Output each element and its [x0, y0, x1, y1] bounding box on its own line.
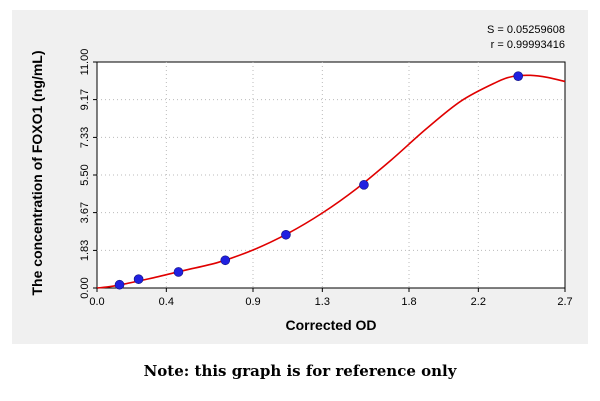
point-layer — [114, 71, 524, 290]
y-axis-ticks: 0.00 1.83 3.67 5.50 7.33 9.17 11.00 — [79, 49, 97, 299]
y-tick-label: 0.00 — [79, 277, 91, 298]
y-tick-label: 11.00 — [79, 49, 91, 76]
data-point — [281, 229, 291, 240]
y-tick-label: 1.83 — [79, 240, 91, 261]
data-point — [133, 274, 144, 284]
data-point — [513, 71, 524, 81]
data-point — [220, 255, 231, 266]
plot-area — [96, 61, 566, 289]
fit-stat-s: S = 0.05259608 — [487, 24, 565, 36]
y-tick-label: 9.17 — [79, 89, 91, 110]
reference-note: Note: this graph is for reference only — [143, 362, 457, 380]
x-tick-label: 0.9 — [245, 296, 260, 308]
data-point — [173, 267, 184, 277]
x-tick-label: 1.8 — [401, 296, 416, 308]
fit-stat-r: r = 0.99993416 — [491, 39, 565, 51]
y-tick-label: 7.33 — [79, 127, 91, 148]
data-point — [359, 180, 369, 190]
x-tick-label: 2.7 — [557, 296, 572, 308]
x-tick-label: 2.2 — [471, 296, 486, 308]
y-tick-label: 3.67 — [79, 202, 91, 223]
x-tick-label: 0.0 — [89, 296, 104, 308]
x-tick-label: 1.3 — [315, 296, 330, 308]
x-axis-title: Corrected OD — [285, 317, 376, 333]
chart: 0.0 0.4 0.9 1.3 1.8 2.2 2.7 0.00 1.83 3.67 5.50 7.… — [29, 24, 573, 333]
y-axis-title: The concentration of FOXO1 (ng/mL) — [29, 51, 45, 296]
x-axis-ticks: 0.0 0.4 0.9 1.3 1.8 2.2 2.7 — [89, 288, 573, 308]
y-tick-label: 5.50 — [79, 164, 91, 185]
x-tick-label: 0.4 — [159, 296, 174, 308]
data-point — [114, 279, 125, 290]
chart-panel: 0.0 0.4 0.9 1.3 1.8 2.2 2.7 0.00 1.83 3.67 5.50 7.… — [12, 10, 588, 344]
